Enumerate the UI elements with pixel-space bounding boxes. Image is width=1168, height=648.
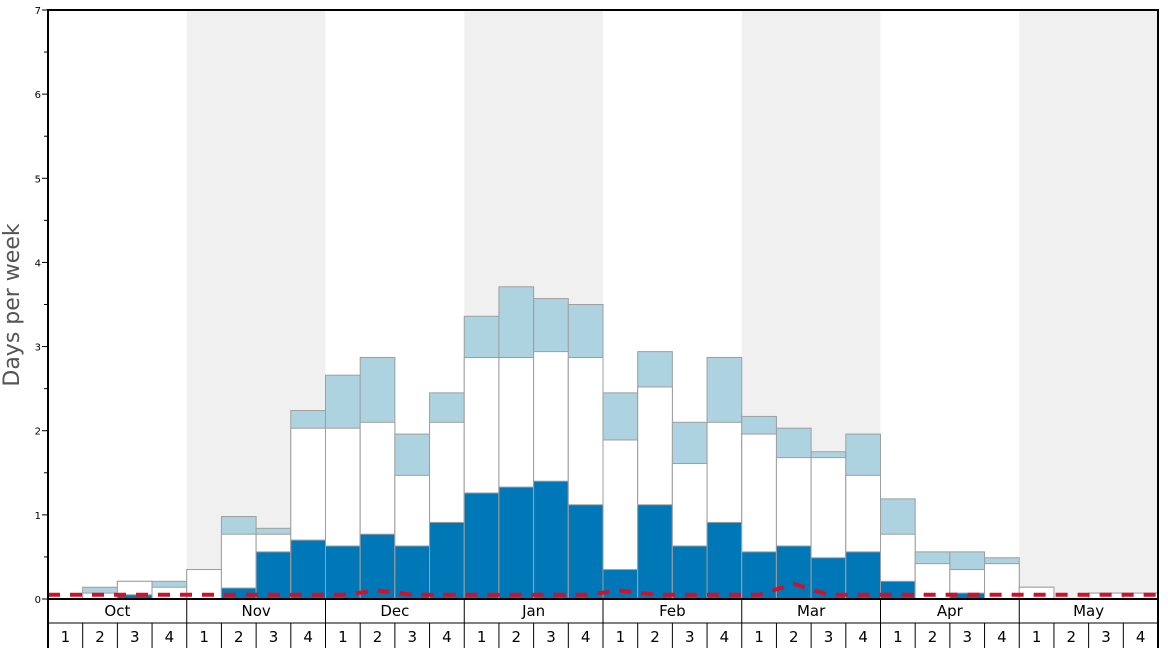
y-tick-label: 5 — [35, 174, 41, 185]
week-label: 3 — [546, 628, 556, 646]
bar-dark — [255, 551, 292, 600]
week-label: 1 — [616, 628, 626, 646]
bar-dark — [567, 504, 604, 600]
week-label: 2 — [234, 628, 244, 646]
y-tick-label: 4 — [35, 258, 41, 269]
y-tick-label: 6 — [35, 90, 41, 101]
bar-dark — [394, 545, 431, 600]
bars — [82, 286, 1159, 600]
week-label: 3 — [269, 628, 279, 646]
bar-dark — [602, 569, 639, 600]
y-tick-label: 2 — [35, 427, 41, 438]
week-label: 2 — [373, 628, 383, 646]
week-label: 2 — [95, 628, 105, 646]
dashed-line-layer — [48, 581, 1158, 597]
month-label-oct: Oct — [104, 602, 130, 620]
month-label-nov: Nov — [241, 602, 270, 620]
week-label: 1 — [477, 628, 487, 646]
y-tick-label: 3 — [35, 343, 41, 354]
bar-dark — [463, 492, 500, 600]
week-label: 3 — [407, 628, 417, 646]
bar-dark — [637, 504, 673, 600]
week-label: 4 — [581, 628, 591, 646]
bar-dark — [498, 486, 535, 600]
week-label: 2 — [512, 628, 522, 646]
bar-dark — [741, 551, 777, 600]
week-label: 2 — [1067, 628, 1077, 646]
week-label: 2 — [928, 628, 938, 646]
week-label: 1 — [61, 628, 71, 646]
month-label-feb: Feb — [659, 602, 686, 620]
week-label: 1 — [754, 628, 764, 646]
bar-dark — [706, 521, 743, 600]
week-label: 2 — [650, 628, 660, 646]
month-label-may: May — [1073, 602, 1104, 620]
week-label: 3 — [130, 628, 140, 646]
month-label-mar: Mar — [797, 602, 826, 620]
week-label: 3 — [962, 628, 972, 646]
week-label: 1 — [338, 628, 348, 646]
week-label: 3 — [685, 628, 695, 646]
week-label: 4 — [303, 628, 313, 646]
month-shade-may — [1019, 10, 1158, 599]
week-label: 3 — [824, 628, 834, 646]
bar-dark — [429, 521, 465, 600]
x-axis: Oct 1 2 3 4 Nov 1 2 3 4 Dec 1 2 3 4 Jan 1 2 3 4 Feb 1 2 3 4 Mar 1 2… — [47, 599, 1159, 648]
week-label: 1 — [199, 628, 209, 646]
y-axis-label: Days per week — [0, 223, 25, 386]
plot-frame — [47, 9, 1159, 600]
bar-dark — [775, 545, 812, 600]
week-label: 4 — [997, 628, 1007, 646]
week-label: 4 — [1136, 628, 1146, 646]
y-tick-label: 1 — [35, 511, 41, 522]
week-label: 1 — [893, 628, 903, 646]
dashed-line — [48, 581, 1158, 597]
week-label: 1 — [1032, 628, 1042, 646]
y-tick-label: 7 — [35, 6, 41, 17]
month-label-apr: Apr — [937, 602, 964, 620]
week-label: 4 — [858, 628, 868, 646]
week-label: 4 — [442, 628, 452, 646]
bar-dark — [845, 551, 881, 600]
bar-dark — [325, 545, 361, 600]
bar-dark — [359, 533, 396, 600]
bar-dark — [533, 480, 569, 600]
bar-dark — [290, 539, 326, 600]
y-tick-label: 0 — [35, 595, 41, 606]
week-label: 4 — [165, 628, 175, 646]
bar-dark — [671, 545, 708, 600]
month-label-dec: Dec — [380, 602, 409, 620]
week-label: 3 — [1101, 628, 1111, 646]
week-label: 4 — [720, 628, 730, 646]
month-label-jan: Jan — [521, 602, 545, 620]
y-axis: 0 1 2 3 4 5 6 7 — [35, 6, 48, 606]
week-label: 2 — [789, 628, 799, 646]
